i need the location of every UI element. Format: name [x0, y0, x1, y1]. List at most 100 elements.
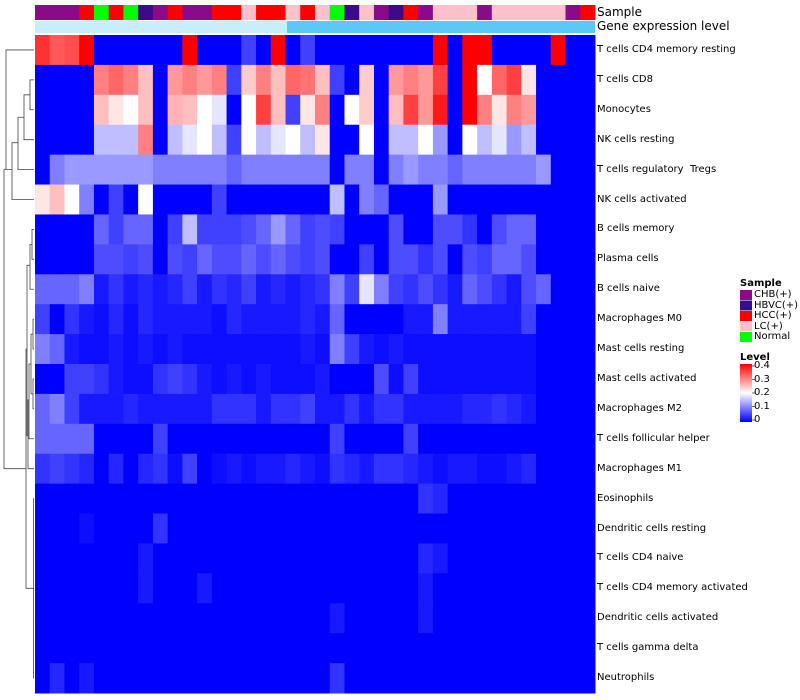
- heatmap-cell: [241, 513, 257, 544]
- heatmap-cell: [373, 274, 390, 305]
- heatmap-cell: [550, 543, 567, 574]
- heatmap-cell: [388, 304, 404, 335]
- heatmap-cell: [108, 453, 124, 485]
- heatmap-cell: [167, 364, 183, 395]
- heatmap-cell: [580, 364, 596, 395]
- heatmap-cell: [256, 543, 272, 574]
- heatmap-cell: [344, 214, 360, 245]
- heatmap-cell: [123, 274, 139, 305]
- sample-annotation-cell: [49, 5, 65, 20]
- heatmap-cell: [300, 94, 316, 126]
- heatmap-cell: [344, 184, 360, 215]
- heatmap-cell: [226, 603, 242, 634]
- heatmap-cell: [108, 124, 124, 156]
- heatmap-cell: [580, 94, 596, 126]
- heatmap-cell: [167, 573, 183, 604]
- heatmap-cell: [108, 573, 124, 604]
- heatmap-cell: [462, 633, 478, 664]
- heatmap-cell: [565, 334, 581, 365]
- heatmap-cell: [344, 154, 360, 186]
- heatmap-cell: [300, 64, 316, 96]
- heatmap-cell: [580, 603, 596, 634]
- heatmap-cell: [300, 304, 316, 335]
- heatmap-cell: [432, 573, 449, 604]
- heatmap-cell: [536, 274, 552, 305]
- heatmap-cell: [108, 513, 124, 544]
- heatmap-cell: [521, 364, 537, 395]
- heatmap-cell: [580, 633, 596, 664]
- heatmap-cell: [167, 64, 183, 96]
- heatmap-cell: [197, 543, 213, 574]
- heatmap-cell: [315, 573, 331, 604]
- heatmap-cell: [256, 64, 272, 96]
- heatmap-cell: [462, 274, 478, 305]
- heatmap-cell: [373, 603, 390, 634]
- heatmap-cell: [241, 573, 257, 604]
- heatmap-cell: [329, 35, 345, 66]
- heatmap-cell: [138, 214, 154, 245]
- heatmap-cell: [64, 334, 80, 365]
- row-label: T cells regulatory Tregs: [597, 163, 717, 175]
- heatmap-cell: [388, 663, 404, 694]
- heatmap-cell: [167, 393, 183, 425]
- heatmap-cell: [359, 274, 375, 305]
- heatmap-cell: [550, 35, 567, 66]
- heatmap-cell: [123, 214, 139, 245]
- heatmap-cell: [285, 393, 301, 425]
- heatmap-cell: [197, 94, 213, 126]
- heatmap-cell: [93, 184, 110, 215]
- heatmap-cell: [521, 334, 537, 365]
- heatmap-cell: [182, 513, 198, 544]
- level-legend-label: 0: [754, 414, 761, 425]
- heatmap-cell: [270, 543, 287, 574]
- heatmap-cell: [315, 124, 331, 156]
- heatmap-cell: [123, 453, 139, 485]
- heatmap-cell: [300, 334, 316, 365]
- sample-annotation-cell: [270, 5, 287, 20]
- heatmap-cell: [256, 94, 272, 126]
- heatmap-cell: [270, 124, 287, 156]
- heatmap-cell: [388, 364, 404, 395]
- level-legend-label: 0.1: [754, 400, 770, 412]
- heatmap-cell: [64, 94, 80, 126]
- heatmap-cell: [388, 423, 404, 455]
- heatmap-cell: [138, 483, 154, 515]
- heatmap-cell: [418, 573, 434, 604]
- heatmap-cell: [138, 304, 154, 335]
- heatmap-cell: [536, 663, 552, 694]
- heatmap-cell: [403, 304, 419, 335]
- heatmap-cell: [491, 35, 508, 66]
- heatmap-cell: [35, 663, 51, 694]
- heatmap-cell: [123, 244, 139, 275]
- heatmap-cell: [491, 334, 508, 365]
- heatmap-cell: [211, 543, 228, 574]
- heatmap-cell: [580, 334, 596, 365]
- heatmap-cell: [403, 453, 419, 485]
- heatmap-cell: [580, 393, 596, 425]
- heatmap-cell: [477, 453, 493, 485]
- heatmap-cell: [256, 483, 272, 515]
- heatmap-cell: [79, 393, 95, 425]
- heatmap-cell: [315, 513, 331, 544]
- heatmap-cell: [536, 94, 552, 126]
- heatmap-cell: [373, 633, 390, 664]
- heatmap-cell: [270, 35, 287, 66]
- heatmap-cell: [550, 393, 567, 425]
- heatmap-cell: [167, 214, 183, 245]
- heatmap-cell: [270, 453, 287, 485]
- sample-annotation-cell: [550, 5, 567, 20]
- sample-annotation-cell: [256, 5, 272, 20]
- heatmap-cell: [108, 633, 124, 664]
- heatmap-cell: [506, 573, 522, 604]
- heatmap-cell: [565, 154, 581, 186]
- heatmap-cell: [462, 483, 478, 515]
- heatmap-cell: [315, 543, 331, 574]
- heatmap-cell: [506, 423, 522, 455]
- heatmap-cell: [550, 184, 567, 215]
- heatmap-cell: [226, 543, 242, 574]
- heatmap-cell: [93, 603, 110, 634]
- heatmap-cell: [359, 663, 375, 694]
- heatmap-cell: [565, 573, 581, 604]
- heatmap-cell: [418, 244, 434, 275]
- heatmap-cell: [49, 94, 65, 126]
